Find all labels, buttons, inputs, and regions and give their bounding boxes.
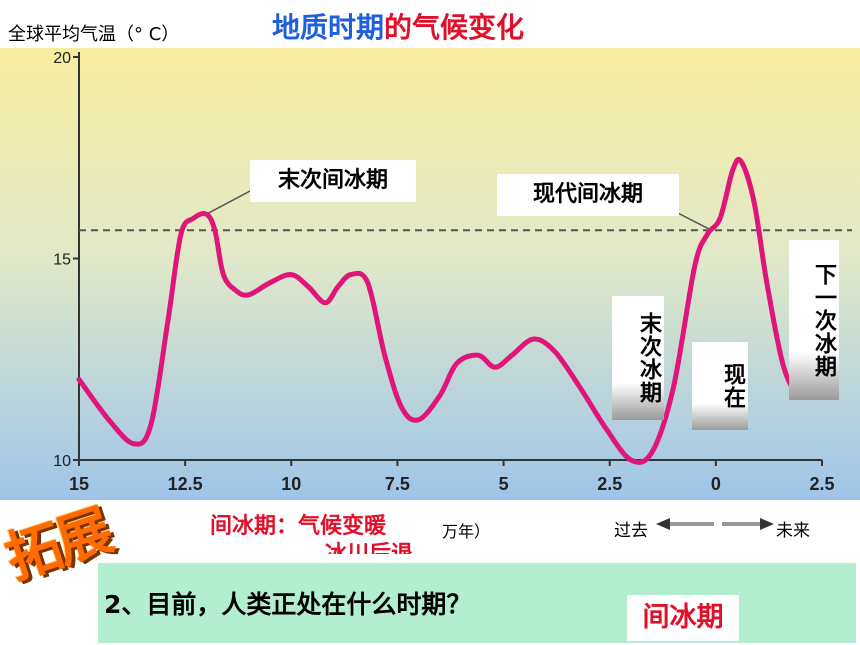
label-last-glacial: 末次冰期 [612, 296, 664, 420]
past-label: 过去 [614, 521, 648, 541]
x-tick-label: 5 [499, 474, 509, 494]
x-tick-label: 12.5 [168, 474, 203, 494]
quiz-answer: 间冰期 [627, 595, 739, 641]
x-tick-label: 7.5 [385, 474, 410, 494]
label-now: 现在 [692, 342, 748, 430]
label-next-glacial: 下一次冰期 [789, 240, 839, 400]
x-tick-label: 0 [711, 474, 721, 494]
x-tick-label: 10 [281, 474, 301, 494]
title-part-blue: 地质时期 [272, 11, 385, 44]
right-arrow-icon [722, 518, 774, 530]
plot-background [0, 48, 860, 500]
left-arrow-icon [656, 518, 714, 530]
leader-line-last-interglacial [206, 189, 253, 215]
y-tick-label: 20 [53, 50, 71, 67]
definition-line-2: 冰川后退 [325, 536, 413, 554]
title-part-red: 的气候变化 [384, 11, 525, 44]
temperature-series-line [76, 156, 825, 465]
y-axis-label: 全球平均气温（° C） [8, 24, 180, 45]
definition-line-1: 间冰期：气候变暖 [210, 514, 387, 539]
tick-labels: 15 12.5 10 7.5 5 2.5 0 2.5 20 15 10 [53, 50, 834, 494]
quiz-question: 2、目前，人类正处在什么时期？ [104, 590, 472, 619]
future-label: 未来 [776, 521, 810, 541]
y-tick-label: 10 [53, 453, 71, 470]
climate-chart: 15 12.5 10 7.5 5 2.5 0 2.5 20 15 10 [0, 48, 860, 500]
label-last-interglacial: 末次间冰期 [250, 160, 416, 202]
time-arrows [656, 518, 774, 530]
axes [73, 52, 823, 466]
chart-title: 地质时期的气候变化 [272, 6, 524, 46]
x-tick-label: 2.5 [597, 474, 622, 494]
x-axis-unit: 万年） [442, 522, 491, 541]
y-tick-label: 15 [53, 252, 71, 269]
series-group [76, 156, 825, 465]
x-tick-label: 15 [69, 474, 89, 494]
x-tick-label: 2.5 [809, 474, 834, 494]
label-modern-interglacial: 现代间冰期 [497, 174, 679, 216]
